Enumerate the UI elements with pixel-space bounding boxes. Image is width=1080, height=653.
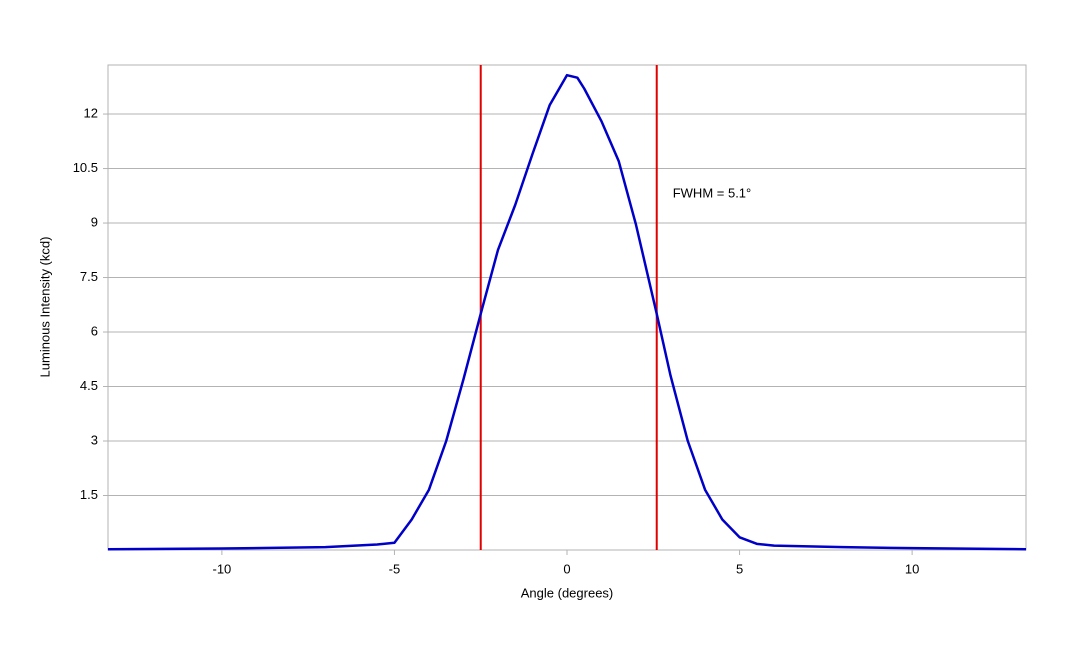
y-tick-label: 7.5: [80, 269, 98, 284]
x-tick-label: 10: [905, 561, 919, 576]
x-tick-label: -5: [389, 561, 401, 576]
y-tick-label: 1.5: [80, 487, 98, 502]
y-tick-label: 6: [91, 323, 98, 338]
x-tick-label: -10: [212, 561, 231, 576]
data-line: [107, 73, 1027, 551]
y-tick-label: 4.5: [80, 378, 98, 393]
x-tick-label: 0: [563, 561, 570, 576]
y-tick-label: 3: [91, 432, 98, 447]
annotation: FWHM = 5.1°: [673, 185, 752, 200]
y-axis-label: Luminous Intensity (kcd): [37, 237, 52, 378]
y-tick-label: 12: [84, 105, 98, 120]
y-tick-label: 10.5: [73, 160, 98, 175]
x-axis-label: Angle (degrees): [521, 585, 614, 600]
x-tick-label: 5: [736, 561, 743, 576]
y-tick-label: 9: [91, 214, 98, 229]
plot-area: [107, 64, 1027, 551]
